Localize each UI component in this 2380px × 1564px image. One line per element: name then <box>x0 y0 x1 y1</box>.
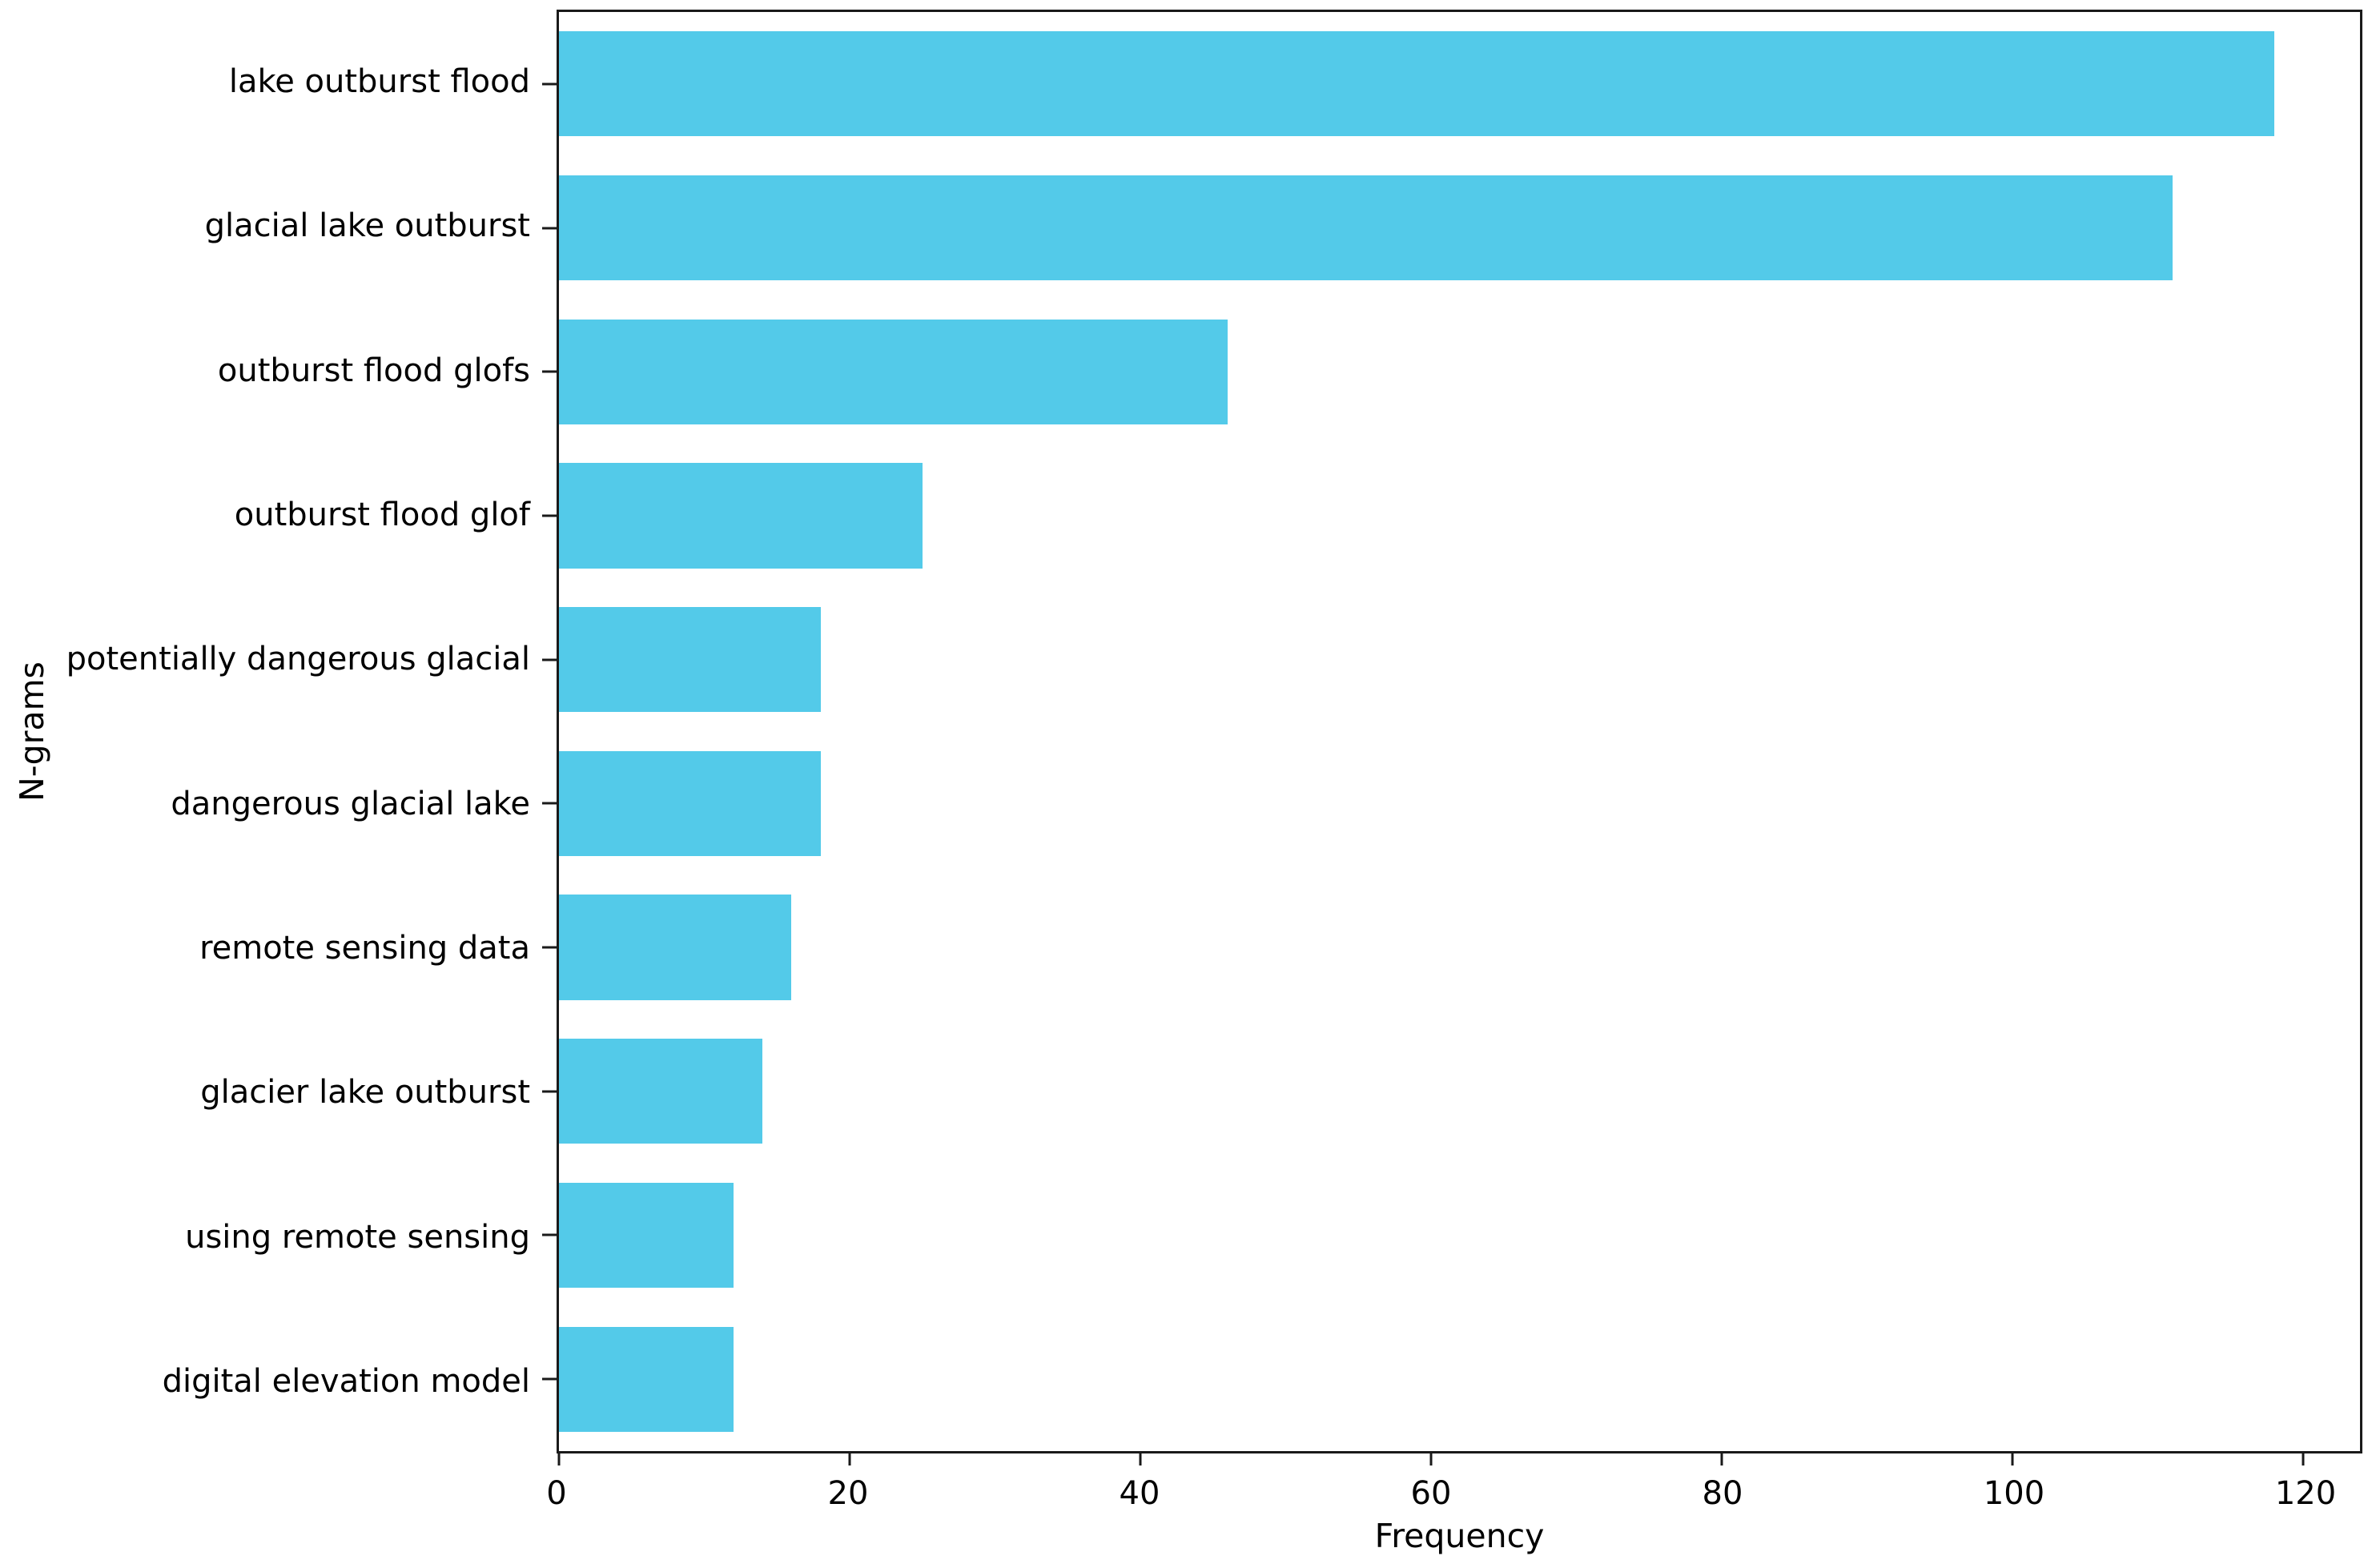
x-tick-mark <box>2302 1451 2305 1465</box>
x-tick-mark <box>1720 1451 1723 1465</box>
y-tick-mark <box>542 1377 557 1381</box>
bar-glacier-lake-outburst <box>559 1039 763 1144</box>
y-tick-label: outburst flood glof <box>234 497 530 534</box>
bar-band <box>559 875 2360 1019</box>
bar-outburst-flood-glofs <box>559 319 1228 424</box>
y-tick-label: glacial lake outburst <box>204 207 530 245</box>
y-tick-label: remote sensing data <box>199 929 530 967</box>
y-tick-mark <box>542 658 557 661</box>
y-tick-label: using remote sensing <box>185 1218 530 1256</box>
x-tick-mark <box>2011 1451 2014 1465</box>
y-tick-mark <box>542 227 557 230</box>
y-tick-mark <box>542 370 557 373</box>
bar-glacial-lake-outburst <box>559 175 2173 281</box>
bar-dangerous-glacial-lake <box>559 750 821 856</box>
y-tick-mark <box>542 946 557 949</box>
x-tick-mark <box>557 1451 561 1465</box>
x-axis-label: Frequency <box>1374 1517 1545 1555</box>
bar-band <box>559 156 2360 300</box>
y-tick-mark <box>542 1233 557 1236</box>
x-tick-mark <box>1429 1451 1433 1465</box>
y-tick-label: potentially dangerous glacial <box>66 641 530 678</box>
y-tick-mark <box>542 1090 557 1093</box>
y-tick-labels: lake outburst flood glacial lake outburst… <box>0 10 530 1453</box>
x-tick-label: 20 <box>827 1475 869 1512</box>
bar-band <box>559 1164 2360 1308</box>
bar-band <box>559 444 2360 588</box>
bar-lake-outburst-flood <box>559 31 2274 137</box>
y-tick-label: dangerous glacial lake <box>171 785 530 822</box>
bar-band <box>559 1307 2360 1451</box>
x-tick-label: 100 <box>1983 1475 2045 1512</box>
y-tick-label: glacier lake outburst <box>200 1074 530 1112</box>
bar-band <box>559 588 2360 732</box>
bar-digital-elevation-model <box>559 1326 734 1432</box>
y-tick-mark <box>542 82 557 86</box>
bar-outburst-flood-glof <box>559 463 923 569</box>
x-tick-label: 40 <box>1119 1475 1160 1512</box>
x-tick-label: 0 <box>546 1475 567 1512</box>
x-tick-label: 120 <box>2274 1475 2337 1512</box>
bars-container <box>559 12 2360 1451</box>
bar-band <box>559 1019 2360 1164</box>
bar-band <box>559 300 2360 444</box>
bar-using-remote-sensing <box>559 1182 734 1289</box>
bar-remote-sensing-data <box>559 895 792 1000</box>
x-tick-labels: 0 20 40 60 80 100 120 <box>546 1475 2362 1519</box>
y-tick-label: lake outburst flood <box>228 63 530 101</box>
x-tick-label: 60 <box>1410 1475 1452 1512</box>
bar-band <box>559 12 2360 156</box>
y-tick-label: outburst flood glofs <box>217 352 530 389</box>
bar-potentially-dangerous-glacial <box>559 607 821 713</box>
x-tick-label: 80 <box>1702 1475 1743 1512</box>
bar-band <box>559 732 2360 876</box>
x-tick-mark <box>848 1451 851 1465</box>
x-tick-mark <box>1139 1451 1142 1465</box>
y-tick-mark <box>542 514 557 517</box>
plot-area <box>542 10 2362 1465</box>
y-tick-mark <box>542 802 557 805</box>
y-tick-label: digital elevation model <box>162 1362 530 1400</box>
